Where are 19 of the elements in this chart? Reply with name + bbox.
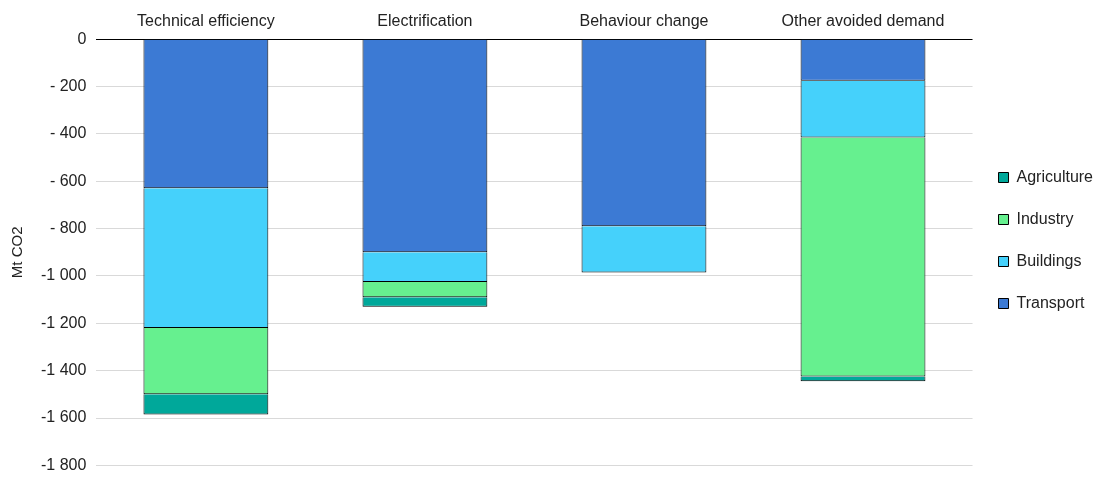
x-tick-label: Technical efficiency [137,12,275,30]
y-tick-label: -1 800 [40,455,87,473]
y-tick-label: - 400 [49,124,87,142]
y-tick-label: - 600 [49,171,87,189]
legend-label: Industry [1016,209,1074,227]
y-tick-label: 0 [77,29,87,47]
y-tick-label: - 200 [49,76,87,94]
x-tick-label: Electrification [377,12,473,30]
y-tick-label: -1 200 [40,313,87,331]
x-tick-label: Other avoided demand [781,12,945,30]
y-tick-label: -1 400 [40,361,87,379]
y-tick-label: - 800 [49,219,87,237]
y-axis-title: Mt CO2 [8,226,26,279]
x-tick-label: Behaviour change [579,12,709,30]
y-tick-label: -1 600 [40,408,87,426]
legend-label: Buildings [1016,251,1082,269]
y-tick-label: -1 000 [40,266,87,284]
legend-label: Agriculture [1016,167,1094,185]
legend-label: Transport [1016,293,1085,311]
